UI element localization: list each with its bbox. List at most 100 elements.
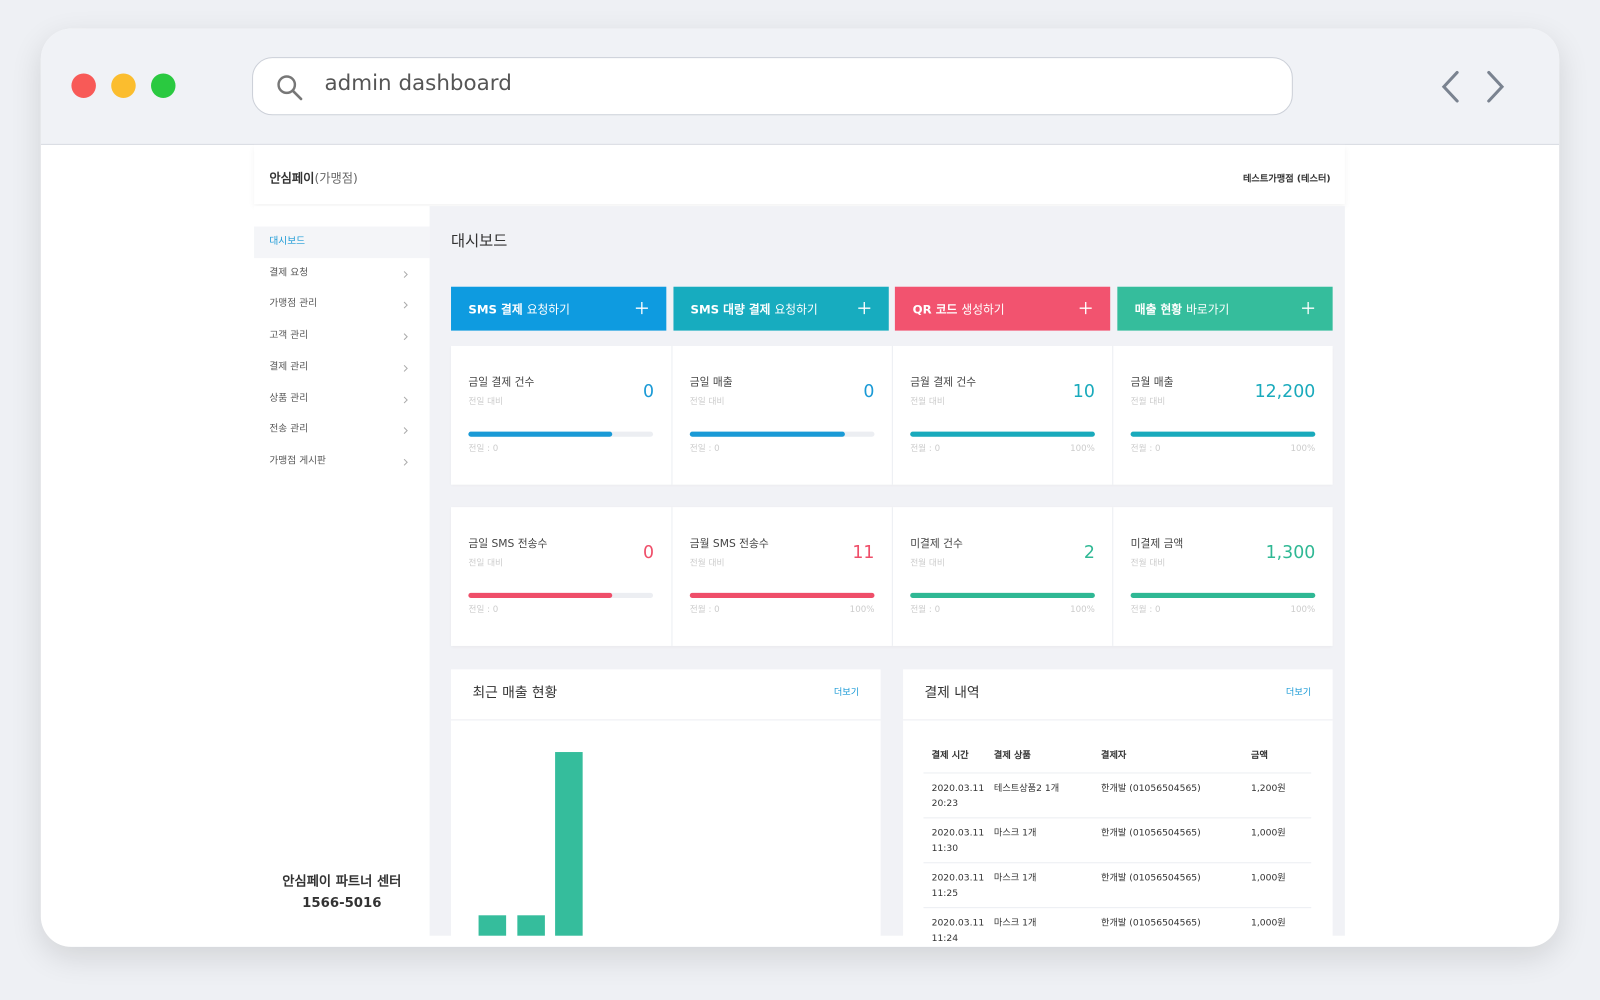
stat-value: 10 (1072, 381, 1095, 403)
progress-track (1130, 431, 1316, 437)
progress-track (689, 431, 875, 437)
nav-label: 상품 관리 (269, 392, 309, 404)
nav-item[interactable]: 결제 요청 (254, 258, 430, 290)
action-label-rest: 요청하기 (526, 302, 570, 317)
progress-fill (1130, 431, 1316, 437)
action-button[interactable]: SMS 대량 결제 요청하기 (673, 286, 889, 331)
nav-item[interactable]: 가맹점 게시판 (254, 446, 430, 478)
stat-footer: 전월 : 0 (1130, 443, 1161, 455)
page-title: 대시보드 (451, 231, 508, 250)
nav-item[interactable]: 고객 관리 (254, 321, 430, 353)
progress-fill (1130, 592, 1316, 598)
progress-track (689, 592, 875, 598)
stat-label: 금일 매출 (689, 376, 733, 389)
table-cell: 1,000원 (1251, 828, 1286, 839)
nav-label: 대시보드 (269, 235, 306, 247)
nav-item[interactable]: 대시보드 (254, 226, 430, 259)
maximize-button[interactable] (151, 73, 176, 98)
panel-title: 결제 내역 (924, 684, 980, 702)
table-cell: 1,200원 (1251, 783, 1286, 794)
panel-divider (451, 719, 881, 721)
nav-item[interactable]: 상품 관리 (254, 383, 430, 415)
nav-label: 가맹점 게시판 (269, 454, 326, 467)
stats-panel: 금일 결제 건수 전일 대비 0 전일 : 0 금일 매출 전일 대비 0 전일 : 0 금월 … (451, 345, 1333, 485)
stat-value: 1,300 (1265, 542, 1316, 564)
browser-toolbar: admin dashboard (40, 28, 1560, 145)
stat-label: 금일 SMS 전송수 (468, 537, 548, 550)
plus-icon (635, 302, 648, 315)
stat-label: 미결제 건수 (910, 537, 963, 550)
more-link[interactable]: 더보기 (1285, 687, 1312, 698)
chevron-icon (403, 427, 408, 435)
table-header: 결제자 (1101, 751, 1127, 762)
action-label-bold: QR 코드 (912, 302, 958, 317)
stat-value: 11 (852, 542, 875, 564)
nav-item[interactable]: 가맹점 관리 (254, 289, 430, 321)
bar (555, 752, 583, 936)
table-header: 결제 시간 (931, 751, 969, 762)
action-button[interactable]: QR 코드 생성하기 (895, 286, 1111, 331)
table-header: 금액 (1251, 751, 1268, 762)
stat-sub: 전월 대비 (1130, 396, 1166, 408)
action-label-bold: SMS 결제 (468, 302, 523, 317)
brand-sub: (가맹점) (314, 171, 358, 186)
stat-sub: 전월 대비 (910, 396, 945, 408)
app-header: 안심페이(가맹점) 테스트가맹점 (테스터) (254, 144, 1345, 205)
user-name[interactable]: 테스트가맹점 (테스터) (1242, 174, 1331, 185)
stat-footer: 전월 : 0 (689, 605, 720, 616)
chevron-icon (403, 458, 408, 466)
table-cell: 마스크 1개 (993, 873, 1037, 884)
chevron-icon (403, 270, 408, 278)
action-button[interactable]: SMS 결제 요청하기 (451, 286, 667, 331)
progress-fill (689, 431, 845, 437)
stat-value: 0 (643, 542, 655, 564)
table-cell: 1,000원 (1251, 918, 1286, 929)
stat-value: 2 (1083, 542, 1095, 564)
table-cell: 한개발 (01056504565) (1101, 828, 1201, 839)
action-button[interactable]: 매출 현황 바로가기 (1117, 286, 1333, 331)
stat-value: 0 (863, 381, 875, 403)
action-label: SMS 결제 요청하기 (468, 302, 570, 316)
forward-button[interactable] (1484, 69, 1508, 104)
stat-sub: 전월 대비 (689, 558, 725, 569)
stat-value: 12,200 (1254, 381, 1316, 403)
stat-card: 금월 매출 전월 대비 12,200 전월 : 0 100% (1112, 345, 1332, 485)
action-label-bold: 매출 현황 (1134, 302, 1183, 317)
table-cell: 한개발 (01056504565) (1101, 918, 1201, 929)
search-bar[interactable]: admin dashboard (252, 57, 1293, 116)
table-cell: 한개발 (01056504565) (1101, 873, 1201, 884)
row-divider (923, 817, 1312, 819)
plus-icon (857, 302, 871, 315)
progress-fill (689, 592, 875, 598)
nav-label: 전송 관리 (269, 423, 309, 435)
chevron-icon (403, 364, 408, 372)
more-link[interactable]: 더보기 (833, 687, 860, 698)
plus-icon (1079, 302, 1093, 315)
row-divider (923, 862, 1312, 864)
back-button[interactable] (1439, 69, 1463, 104)
support-text: 1566-5016 (302, 895, 382, 912)
table-cell: 2020.03.11 11:24 (931, 918, 985, 944)
progress-track (910, 431, 1095, 437)
stat-footer: 전월 : 0 (910, 605, 941, 616)
table-cell: 마스크 1개 (993, 828, 1037, 839)
table-cell: 한개발 (01056504565) (1101, 783, 1201, 794)
nav-item[interactable]: 전송 관리 (254, 414, 430, 446)
stat-card: 금일 SMS 전송수 전일 대비 0 전일 : 0 (451, 507, 671, 646)
stat-label: 금월 SMS 전송수 (689, 537, 769, 550)
search-icon (277, 75, 303, 101)
stat-footer: 전일 : 0 (468, 443, 499, 455)
progress-fill (910, 592, 1095, 598)
action-label-rest: 바로가기 (1186, 302, 1230, 317)
stat-label: 금월 매출 (1130, 376, 1174, 389)
browser-window: admin dashboard 안심페이(가맹점) 테스트가맹점 (테스터) 대… (40, 28, 1560, 947)
minimize-button[interactable] (111, 73, 136, 98)
nav-item[interactable]: 결제 관리 (254, 352, 430, 384)
brand[interactable]: 안심페이(가맹점) (269, 172, 357, 184)
table-cell: 테스트상품2 1개 (993, 783, 1060, 794)
stat-sub: 전일 대비 (468, 558, 504, 569)
panel-title: 최근 매출 현황 (472, 684, 558, 702)
table-cell: 마스크 1개 (993, 918, 1037, 929)
close-button[interactable] (71, 73, 96, 98)
